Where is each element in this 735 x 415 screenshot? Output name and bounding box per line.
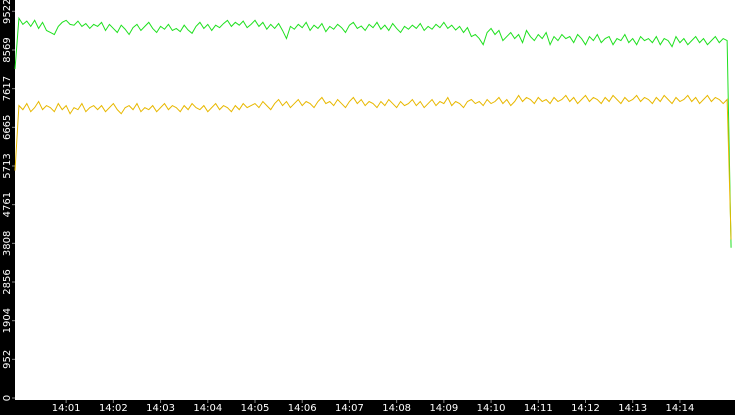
y-tick-label: 4761: [2, 192, 13, 217]
x-tick-label: 14:04: [193, 403, 222, 414]
x-tick-label: 14:10: [477, 403, 506, 414]
x-tick-label: 14:09: [429, 403, 458, 414]
y-axis-band: [0, 0, 15, 415]
series-line: [14, 16, 732, 248]
x-axis-band: [0, 400, 735, 415]
x-tick-label: 14:13: [618, 403, 647, 414]
x-tick-label: 14:12: [571, 403, 600, 414]
x-tick-label: 14:06: [288, 403, 317, 414]
x-tick-label: 14:01: [52, 403, 81, 414]
x-tick-label: 14:05: [241, 403, 270, 414]
y-tick-label: 6665: [2, 115, 13, 140]
series-line: [14, 94, 732, 240]
x-tick-label: 14:14: [666, 403, 695, 414]
y-tick-label: 1904: [2, 308, 13, 333]
x-tick-label: 14:03: [146, 403, 175, 414]
plot-area: [15, 0, 735, 400]
x-tick-label: 14:11: [524, 403, 553, 414]
x-tick-label: 14:07: [335, 403, 364, 414]
x-tick-label: 14:08: [382, 403, 411, 414]
y-tick-label: 7617: [2, 76, 13, 101]
y-tick-label: 0: [2, 395, 13, 401]
y-tick-label: 5713: [2, 153, 13, 178]
y-tick-label: 2856: [2, 269, 13, 294]
y-tick-label: 9522: [2, 0, 13, 24]
y-tick-label: 8569: [2, 37, 13, 62]
x-tick-label: 14:02: [99, 403, 128, 414]
y-tick-label: 3808: [2, 231, 13, 256]
y-tick-label: 952: [2, 350, 13, 369]
